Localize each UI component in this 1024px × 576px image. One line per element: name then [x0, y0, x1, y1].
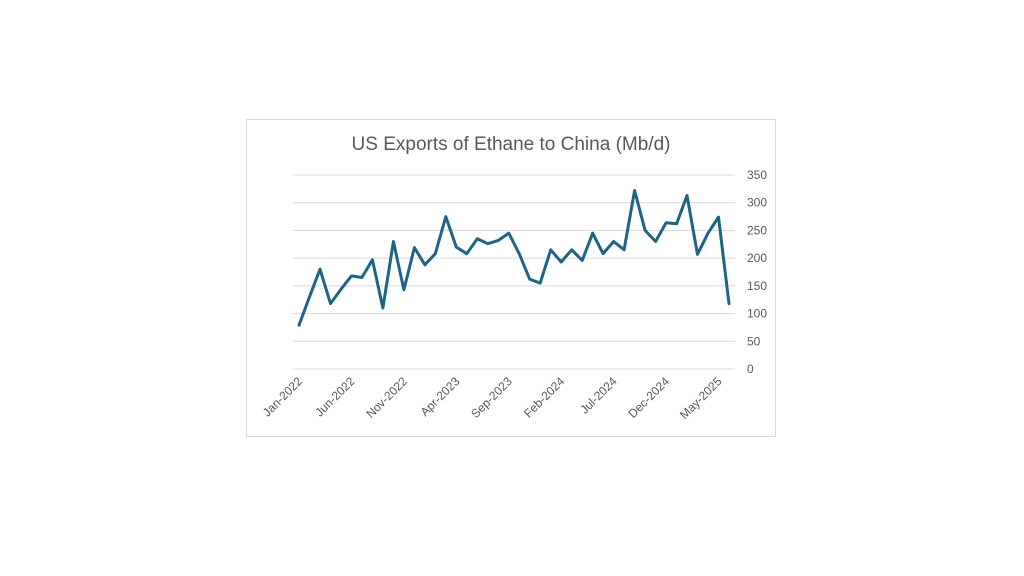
chart-frame: US Exports of Ethane to China (Mb/d) 0 50…	[246, 119, 776, 437]
x-tick-label: Jan-2022	[260, 374, 306, 420]
x-tick-label: May-2025	[677, 374, 725, 422]
y-tick-label: 350	[747, 168, 767, 182]
y-tick-label: 300	[747, 196, 767, 210]
y-tick-label: 150	[747, 279, 767, 293]
chart-title: US Exports of Ethane to China (Mb/d)	[351, 134, 671, 155]
x-tick-label: Dec-2024	[626, 374, 673, 421]
y-tick-label: 100	[747, 307, 767, 321]
x-tick-label: Jul-2024	[577, 374, 620, 417]
line-chart: 0 50 100 150 200 250 300 350 Jan-2022 Jun-2022 Nov…	[260, 168, 768, 422]
x-tick-label: Apr-2023	[418, 374, 463, 419]
series-line	[297, 189, 731, 327]
y-tick-label: 200	[747, 251, 767, 265]
x-tick-label: Sep-2023	[468, 374, 515, 421]
x-tick-label: Nov-2022	[363, 374, 410, 421]
y-tick-label: 0	[747, 362, 754, 376]
x-tick-label: Feb-2024	[521, 374, 567, 420]
x-tick-label: Jun-2022	[312, 374, 358, 420]
y-tick-label: 250	[747, 223, 767, 237]
y-tick-label: 50	[747, 334, 761, 348]
